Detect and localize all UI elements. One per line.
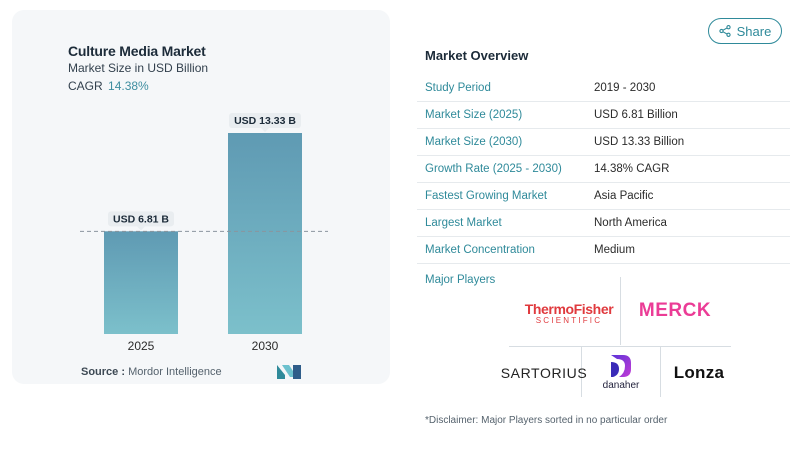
thermofisher-name: ThermoFisher (524, 300, 614, 317)
logo-divider (581, 347, 582, 397)
danaher-mark-icon (611, 355, 631, 377)
lonza-name: Lonza (673, 363, 725, 382)
merck-name: MERCK (638, 300, 712, 321)
merck-logo: MERCK (626, 298, 724, 324)
lonza-logo: Lonza (664, 362, 734, 384)
source-line: Source : Mordor Intelligence (81, 366, 222, 378)
overview-key: Market Size (2030) (425, 136, 523, 148)
thermofisher-logo: ThermoFisher SCIENTIFIC (522, 298, 616, 328)
share-icon (718, 25, 731, 37)
overview-title: Market Overview (425, 48, 529, 63)
overview-value: Medium (594, 244, 635, 256)
cagr-label: CAGR (68, 79, 103, 93)
mordor-logo-icon (277, 365, 301, 379)
chart-title: Culture Media Market (68, 43, 206, 59)
danaher-name: danaher (602, 380, 640, 391)
overview-key: Largest Market (425, 217, 502, 229)
overview-key: Study Period (425, 82, 491, 94)
source-name: Mordor Intelligence (128, 366, 222, 378)
logo-divider (509, 346, 731, 347)
overview-row: Study Period 2019 - 2030 (417, 75, 790, 102)
overview-row: Market Size (2030) USD 13.33 Billion (417, 129, 790, 156)
data-label-box (108, 211, 174, 227)
overview-key: Market Size (2025) (425, 109, 523, 121)
overview-key: Market Concentration (425, 244, 535, 256)
share-button[interactable]: Share (708, 18, 782, 44)
overview-row: Growth Rate (2025 - 2030) 14.38% CAGR (417, 156, 790, 183)
data-label-pointer (137, 226, 145, 231)
x-tick-label: 2030 (252, 339, 279, 353)
disclaimer-text: *Disclaimer: Major Players sorted in no … (425, 415, 668, 426)
thermofisher-sub: SCIENTIFIC (535, 315, 603, 325)
source-label: Source : (81, 366, 126, 378)
sartorius-logo: SARTORIUS (501, 362, 587, 384)
overview-value: USD 6.81 Billion (594, 109, 678, 121)
data-label-pointer (261, 128, 269, 132)
overview-table: Study Period 2019 - 2030 Market Size (2025… (417, 75, 790, 264)
overview-key: Growth Rate (2025 - 2030) (425, 163, 562, 175)
x-tick-label: 2025 (128, 339, 155, 353)
cagr-value: 14.38% (108, 79, 149, 93)
share-label: Share (736, 23, 772, 39)
overview-row: Market Concentration Medium (417, 237, 790, 264)
overview-row: Market Size (2025) USD 6.81 Billion (417, 102, 790, 129)
overview-value: Asia Pacific (594, 190, 654, 202)
logo-divider (620, 277, 621, 345)
overview-value: 2019 - 2030 (594, 82, 656, 94)
data-label: USD 6.81 B (113, 213, 169, 225)
bar-chart: USD 6.81 B 2025 USD 13.33 B 2030 (80, 113, 328, 353)
chart-subtitle: Market Size in USD Billion (68, 61, 209, 75)
overview-key: Fastest Growing Market (425, 190, 548, 202)
overview-value: 14.38% CAGR (594, 163, 670, 175)
danaher-logo: danaher (584, 349, 658, 395)
players-title: Major Players (425, 274, 496, 286)
data-label: USD 13.33 B (234, 115, 296, 127)
bar-2025 (104, 231, 178, 334)
overview-value: USD 13.33 Billion (594, 136, 685, 148)
overview-value: North America (594, 217, 667, 229)
cagr-line: CAGR 14.38% (68, 79, 149, 93)
logo-divider (660, 347, 661, 397)
chart-card (12, 10, 390, 384)
data-label-box (229, 113, 301, 128)
sartorius-name: SARTORIUS (500, 365, 588, 381)
overview-row: Largest Market North America (417, 210, 790, 237)
bar-2030 (228, 133, 302, 334)
overview-row: Fastest Growing Market Asia Pacific (417, 183, 790, 210)
